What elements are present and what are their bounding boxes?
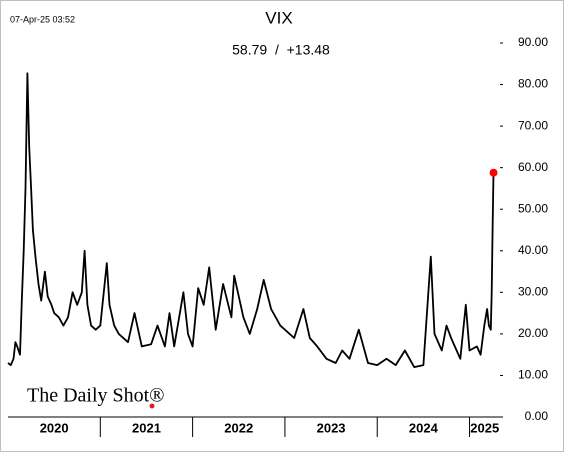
chart-title: VIX <box>265 8 292 27</box>
y-tick-label: 70.00 <box>518 118 548 132</box>
y-tick-label: 60.00 <box>518 160 548 174</box>
watermark: The Daily Shot® <box>27 385 164 407</box>
line-series <box>7 72 495 368</box>
y-tick-label: 90.00 <box>518 35 548 49</box>
chart-subtitle: 58.79 / +13.48 <box>232 42 330 58</box>
y-tick-label: 80.00 <box>518 77 548 91</box>
last-value-marker <box>489 168 498 177</box>
y-tick-label: 20.00 <box>518 326 548 340</box>
x-tick-label: 2025 <box>470 420 499 435</box>
y-tick-label: 50.00 <box>518 201 548 215</box>
timestamp: 07-Apr-25 03:52 <box>10 14 75 24</box>
watermark-dot <box>149 403 155 409</box>
y-tick-label: 30.00 <box>518 285 548 299</box>
x-tick-label: 2022 <box>224 420 253 435</box>
x-tick-label: 2024 <box>409 420 439 435</box>
y-tick-label: 0.00 <box>525 409 549 423</box>
x-tick-label: 2021 <box>132 420 161 435</box>
y-tick-label: 10.00 <box>518 368 548 382</box>
x-tick-label: 2023 <box>317 420 346 435</box>
y-tick-label: 40.00 <box>518 243 548 257</box>
x-tick-label: 2020 <box>40 420 69 435</box>
